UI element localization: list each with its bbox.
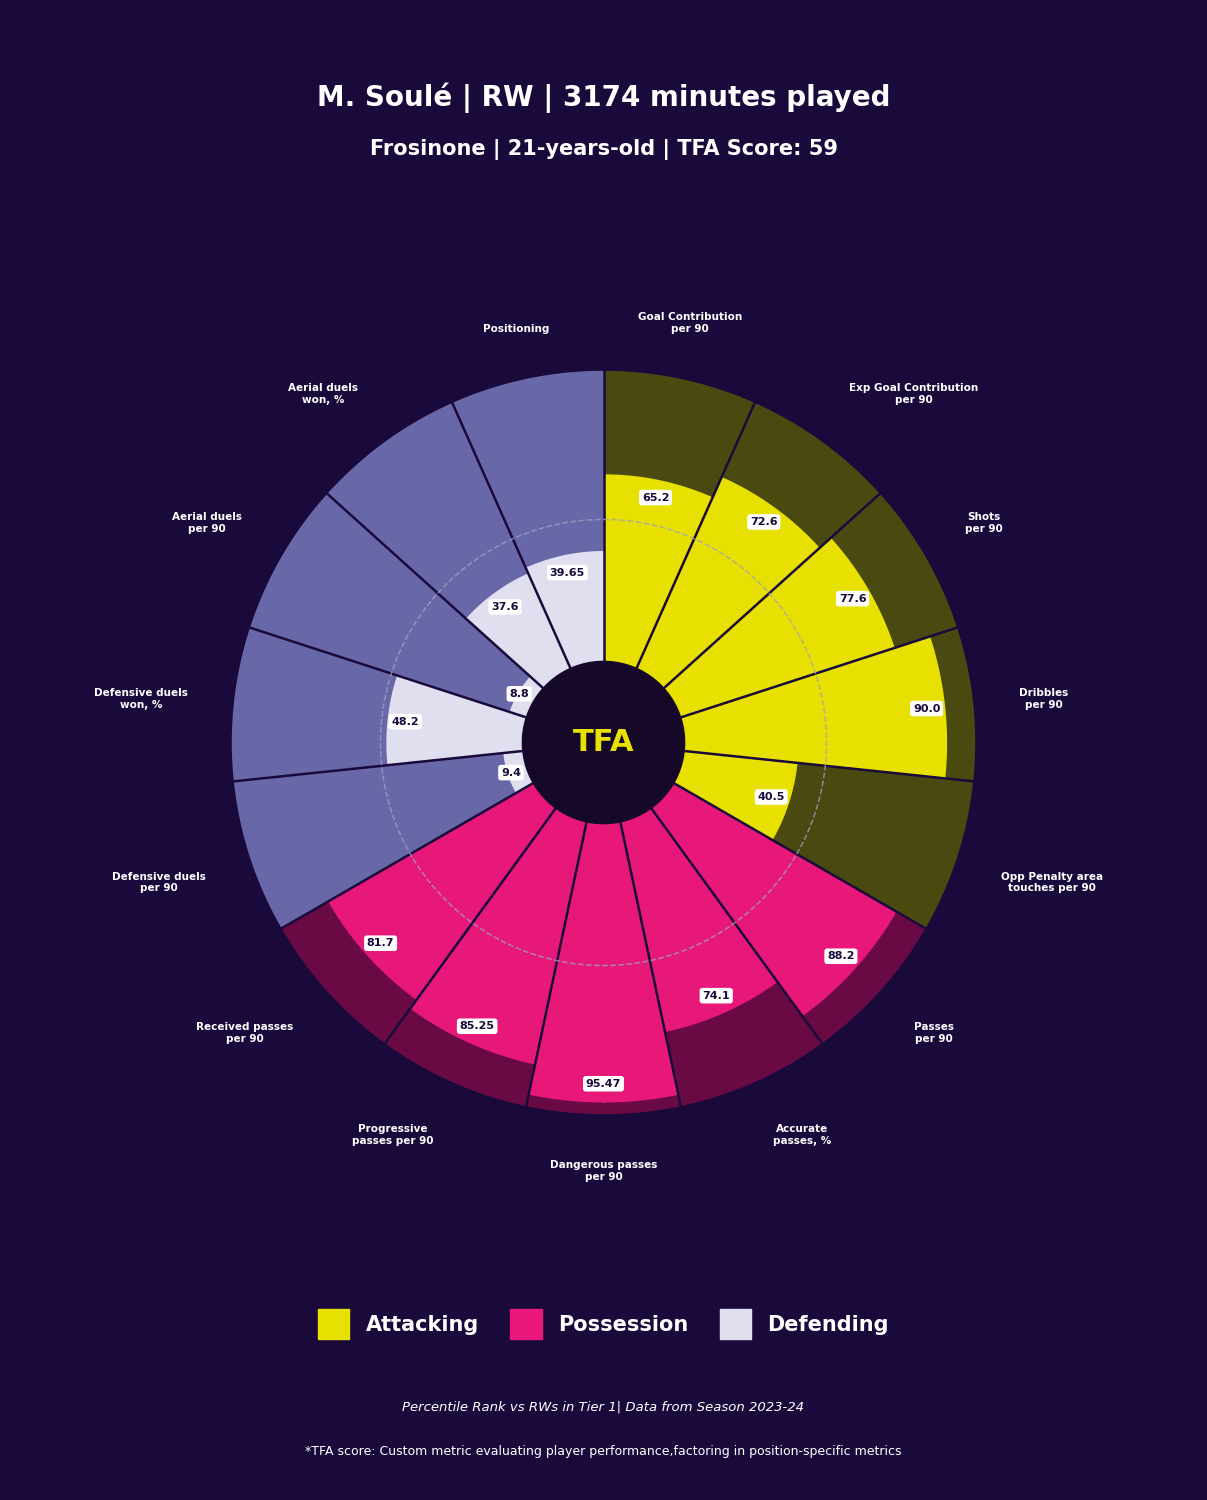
Text: 72.6: 72.6 (750, 518, 777, 526)
Text: *TFA score: Custom metric evaluating player performance,factoring in position-sp: *TFA score: Custom metric evaluating pla… (305, 1446, 902, 1458)
Text: 39.65: 39.65 (549, 567, 585, 578)
Text: 9.4: 9.4 (501, 768, 521, 777)
Text: 81.7: 81.7 (367, 938, 395, 948)
Text: Positioning: Positioning (484, 324, 550, 334)
Text: Defensive duels
won, %: Defensive duels won, % (94, 688, 188, 709)
Text: TFA: TFA (572, 728, 635, 758)
Text: Frosinone | 21-years-old | TFA Score: 59: Frosinone | 21-years-old | TFA Score: 59 (369, 140, 838, 160)
Text: Goal Contribution
per 90: Goal Contribution per 90 (639, 312, 742, 334)
Text: Aerial duels
per 90: Aerial duels per 90 (171, 512, 241, 534)
Text: 85.25: 85.25 (460, 1022, 495, 1031)
Text: 95.47: 95.47 (585, 1078, 622, 1089)
Text: Defensive duels
per 90: Defensive duels per 90 (112, 871, 206, 892)
Text: 65.2: 65.2 (642, 492, 670, 502)
Text: Dangerous passes
per 90: Dangerous passes per 90 (550, 1160, 657, 1182)
Text: 88.2: 88.2 (827, 951, 855, 962)
Text: Shots
per 90: Shots per 90 (966, 512, 1003, 534)
Text: 40.5: 40.5 (758, 792, 785, 802)
Text: Aerial duels
won, %: Aerial duels won, % (288, 382, 358, 405)
Text: Received passes
per 90: Received passes per 90 (196, 1022, 293, 1044)
Text: Passes
per 90: Passes per 90 (914, 1022, 954, 1044)
Text: 37.6: 37.6 (491, 602, 519, 612)
Polygon shape (523, 662, 684, 824)
Text: M. Soulé | RW | 3174 minutes played: M. Soulé | RW | 3174 minutes played (316, 82, 891, 112)
Legend: Attacking, Possession, Defending: Attacking, Possession, Defending (309, 1300, 898, 1347)
Text: 48.2: 48.2 (391, 717, 419, 726)
Text: Opp Penalty area
touches per 90: Opp Penalty area touches per 90 (1001, 871, 1103, 892)
Text: Progressive
passes per 90: Progressive passes per 90 (352, 1124, 433, 1146)
Text: Percentile Rank vs RWs in Tier 1| Data from Season 2023-24: Percentile Rank vs RWs in Tier 1| Data f… (402, 1401, 805, 1413)
Text: Dribbles
per 90: Dribbles per 90 (1019, 688, 1068, 709)
Text: 74.1: 74.1 (702, 990, 730, 1000)
Text: 8.8: 8.8 (509, 688, 529, 699)
Text: 90.0: 90.0 (912, 704, 940, 714)
Text: Accurate
passes, %: Accurate passes, % (774, 1124, 832, 1146)
Text: Exp Goal Contribution
per 90: Exp Goal Contribution per 90 (849, 382, 979, 405)
Text: 77.6: 77.6 (839, 594, 867, 603)
